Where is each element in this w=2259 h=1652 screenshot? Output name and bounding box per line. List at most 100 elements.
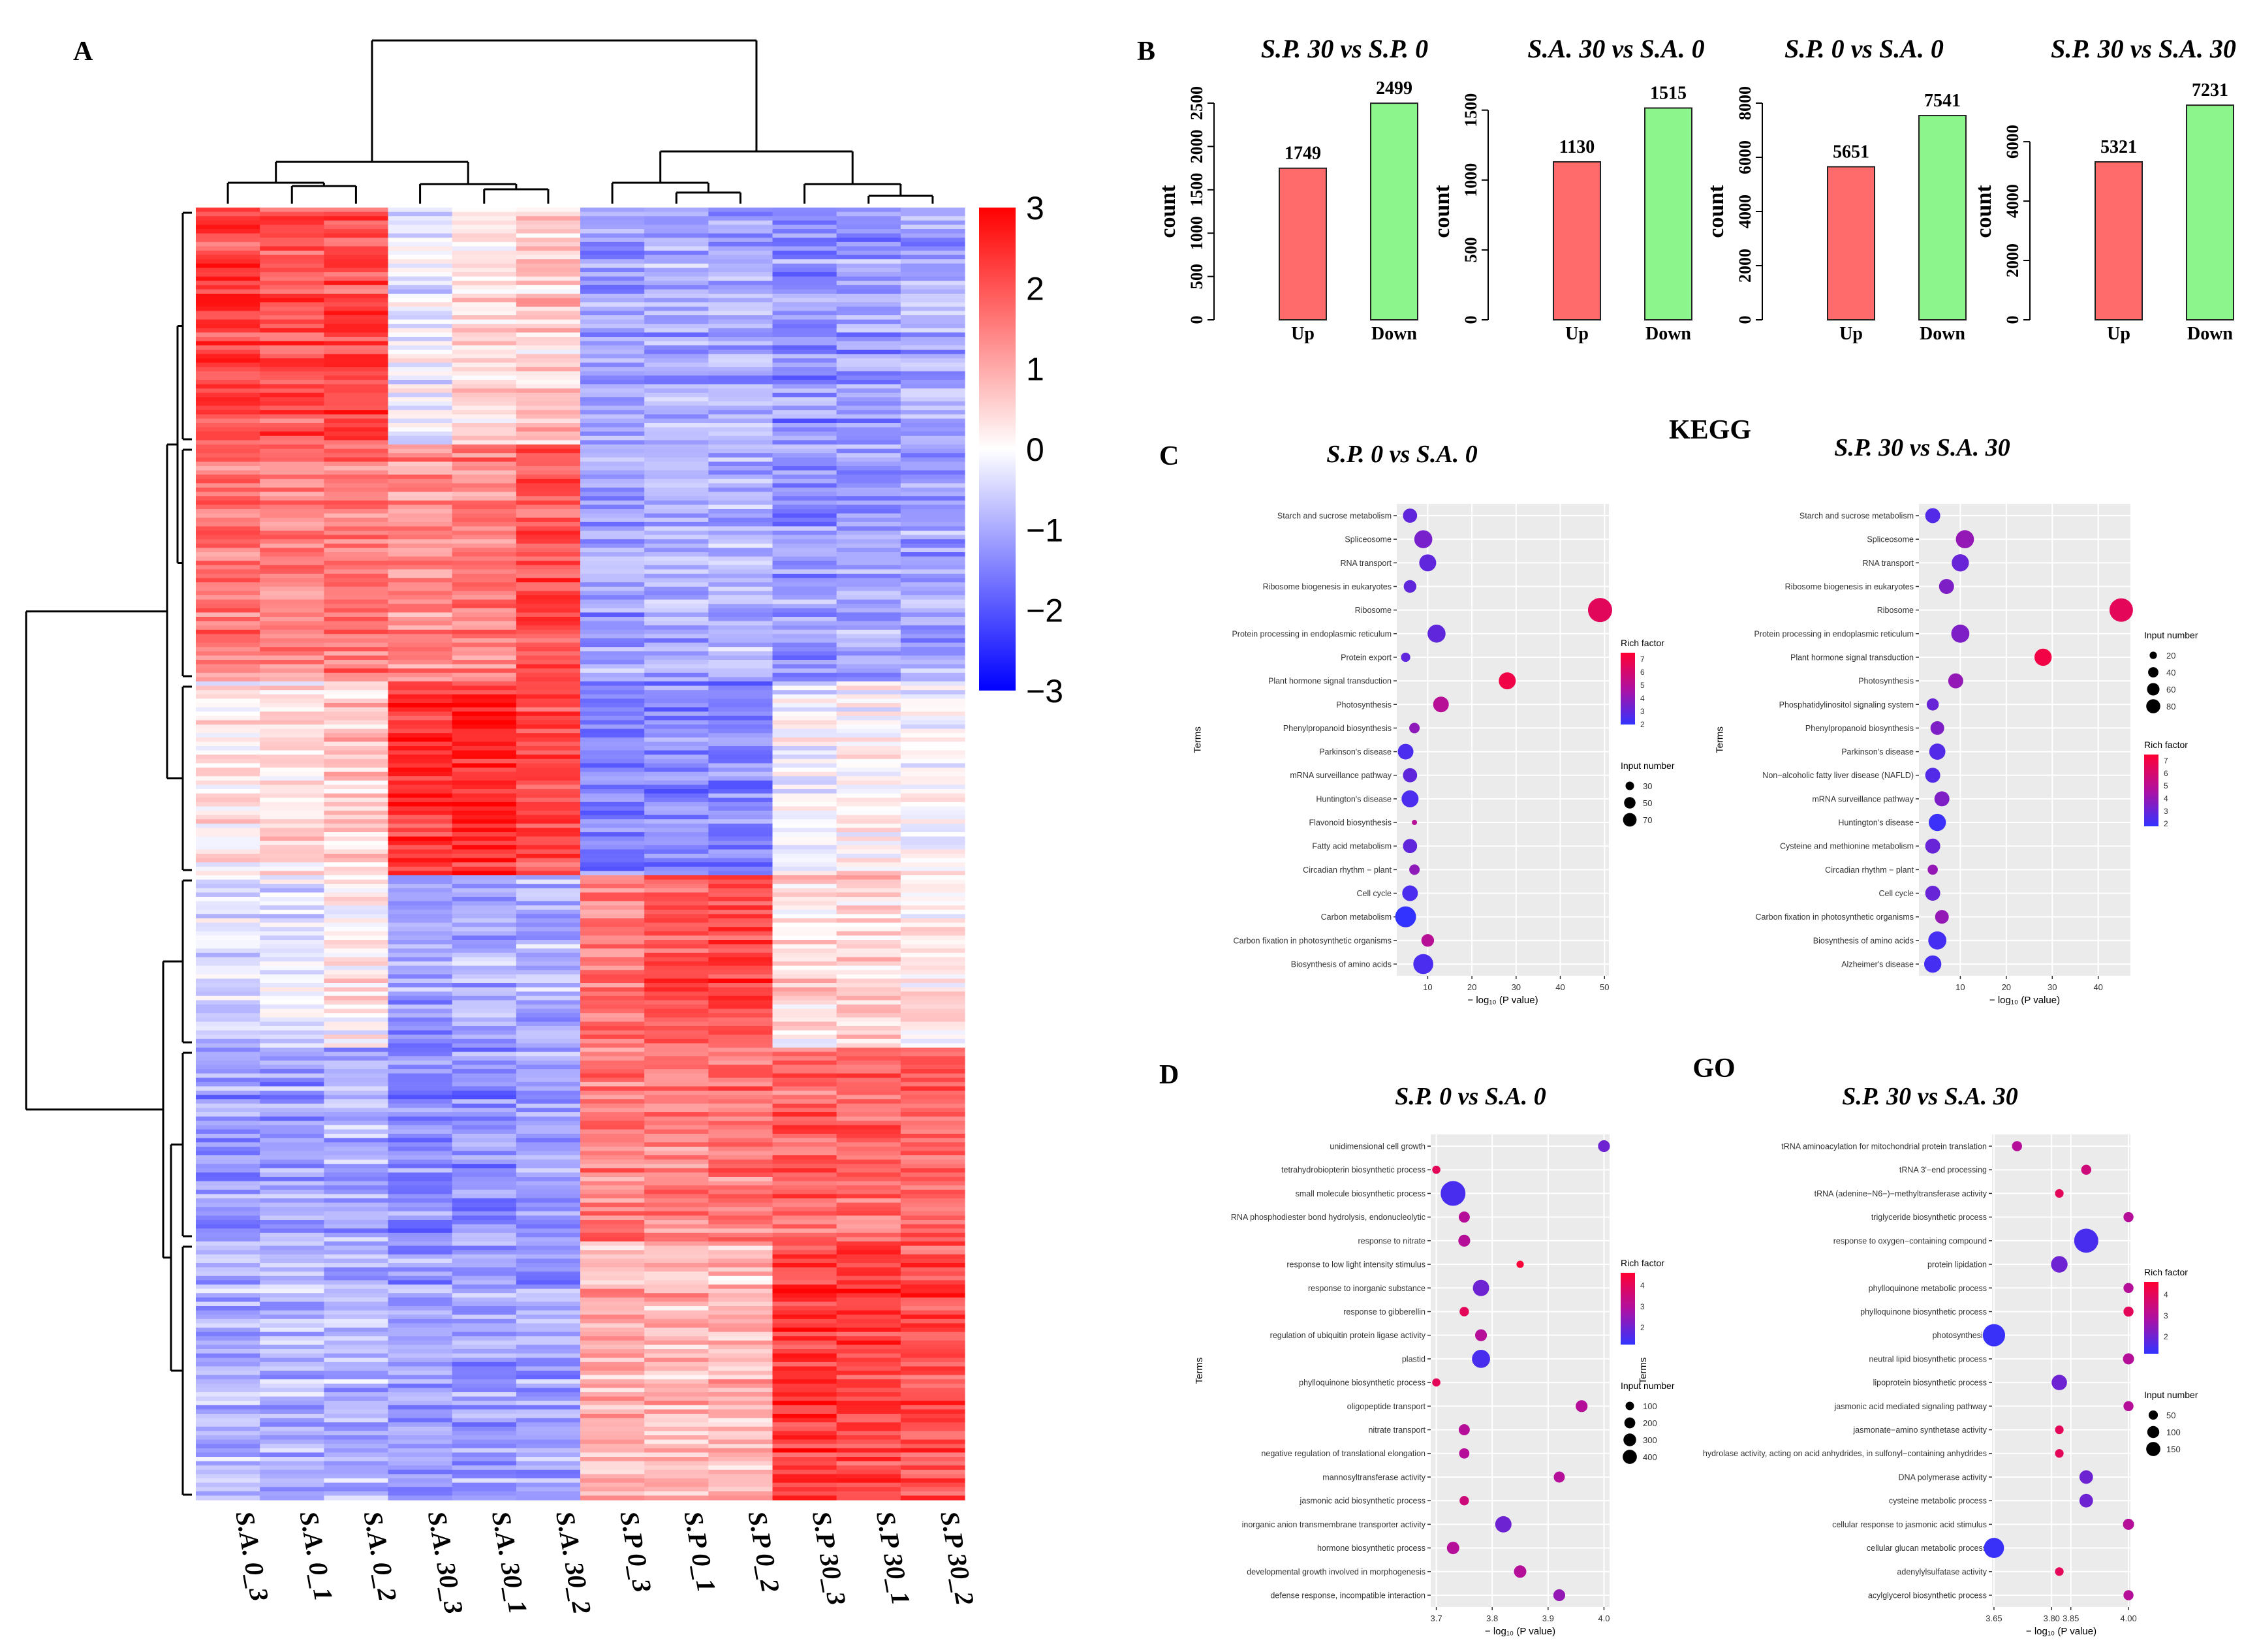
- heatmap-cell: [260, 427, 324, 432]
- heatmap-cell: [452, 806, 517, 811]
- heatmap-cell: [452, 543, 517, 548]
- heatmap-cell: [772, 591, 837, 596]
- heatmap-cell: [324, 1271, 389, 1277]
- heatmap-cell: [644, 233, 709, 238]
- heatmap-cell: [644, 1452, 709, 1457]
- heatmap-cell: [836, 780, 901, 785]
- heatmap-cell: [836, 922, 901, 927]
- heatmap-cell: [324, 634, 389, 639]
- heatmap-cell: [708, 552, 773, 557]
- heatmap-cell: [324, 1254, 389, 1259]
- heatmap-cell: [772, 974, 837, 979]
- heatmap-cell: [324, 380, 389, 385]
- heatmap-cell: [196, 888, 260, 893]
- heatmap-cell: [580, 1435, 645, 1441]
- heatmap-cell: [580, 578, 645, 583]
- heatmap-cell: [452, 957, 517, 962]
- y-axis-title: Terms: [1192, 726, 1203, 753]
- heatmap-cell: [452, 1491, 517, 1496]
- x-tick-label: 3.85: [2063, 1613, 2079, 1623]
- heatmap-cell: [644, 737, 709, 742]
- heatmap-cell: [260, 362, 324, 367]
- heatmap-cell: [900, 1332, 965, 1337]
- heatmap-cell: [388, 991, 453, 997]
- heatmap-cell: [580, 591, 645, 596]
- heatmap-cell: [644, 1275, 709, 1281]
- heatmap-cell: [260, 556, 324, 561]
- bar: [1370, 102, 1418, 320]
- heatmap-cell: [388, 1315, 453, 1320]
- heatmap-cell: [580, 604, 645, 609]
- heatmap-cell: [580, 1465, 645, 1471]
- heatmap-cell: [260, 225, 324, 230]
- heatmap-cell: [324, 513, 389, 518]
- heatmap-cell: [260, 1056, 324, 1061]
- heatmap-cell: [900, 1478, 965, 1484]
- heatmap-cell: [580, 1258, 645, 1264]
- heatmap-cell: [708, 1164, 773, 1169]
- heatmap-cell: [324, 1078, 389, 1083]
- heatmap-cell: [196, 561, 260, 566]
- heatmap-cell: [836, 672, 901, 678]
- heatmap-cell: [644, 1301, 709, 1307]
- heatmap-cell: [772, 229, 837, 234]
- heatmap-cell: [708, 556, 773, 561]
- heatmap-cell: [260, 397, 324, 402]
- term-label: mRNA surveillance pathway: [1812, 794, 1914, 803]
- heatmap-cell: [708, 1349, 773, 1354]
- heatmap-cell: [644, 983, 709, 988]
- heatmap-cell: [708, 211, 773, 217]
- heatmap-cell: [836, 888, 901, 893]
- term-label: Parkinson's disease: [1319, 747, 1392, 756]
- heatmap-cell: [644, 298, 709, 303]
- heatmap-cell: [836, 698, 901, 704]
- heatmap-cell: [388, 685, 453, 691]
- heatmap-cell: [772, 1371, 837, 1376]
- bubble-point: [1926, 698, 1939, 711]
- heatmap-cell: [580, 1082, 645, 1087]
- heatmap-cell: [772, 1060, 837, 1065]
- heatmap-cell: [196, 1121, 260, 1126]
- heatmap-cell: [452, 897, 517, 902]
- heatmap-cell: [580, 522, 645, 527]
- heatmap-cell: [900, 1237, 965, 1242]
- heatmap-cell: [772, 931, 837, 936]
- heatmap-cell: [580, 664, 645, 669]
- heatmap-cell: [772, 1495, 837, 1501]
- heatmap-cell: [708, 1263, 773, 1268]
- heatmap-cell: [388, 302, 453, 307]
- heatmap-cell: [900, 634, 965, 639]
- heatmap-cell: [708, 1280, 773, 1285]
- heatmap-cell: [196, 698, 260, 704]
- heatmap-cell: [708, 561, 773, 566]
- heatmap-cell: [644, 854, 709, 859]
- heatmap-cell: [388, 332, 453, 337]
- heatmap-cell: [900, 711, 965, 717]
- term-label: defense response, incompatible interacti…: [1270, 1591, 1426, 1600]
- heatmap-cell: [836, 1358, 901, 1363]
- heatmap-cell: [900, 858, 965, 863]
- heatmap-cell: [196, 1194, 260, 1199]
- heatmap-cell: [644, 1116, 709, 1121]
- heatmap-cell: [900, 1129, 965, 1134]
- heatmap-cell: [260, 1375, 324, 1380]
- heatmap-cell: [452, 725, 517, 730]
- heatmap-cell: [644, 220, 709, 225]
- heatmap-cell: [516, 995, 581, 1001]
- heatmap-cell: [388, 586, 453, 591]
- heatmap-cell: [900, 875, 965, 881]
- heatmap-cell: [580, 1439, 645, 1444]
- heatmap-cell: [324, 397, 389, 402]
- heatmap-cell: [452, 1396, 517, 1401]
- heatmap-cell: [260, 1474, 324, 1479]
- heatmap-cell: [772, 1392, 837, 1397]
- heatmap-cell: [900, 974, 965, 979]
- heatmap-cell: [644, 281, 709, 286]
- heatmap-cell: [836, 875, 901, 881]
- heatmap-cell: [388, 1318, 453, 1324]
- heatmap-cell: [452, 1254, 517, 1259]
- heatmap-cell: [260, 1306, 324, 1311]
- heatmap-cell: [900, 1345, 965, 1350]
- bubble-point: [1553, 1589, 1566, 1602]
- heatmap-cell: [644, 1146, 709, 1151]
